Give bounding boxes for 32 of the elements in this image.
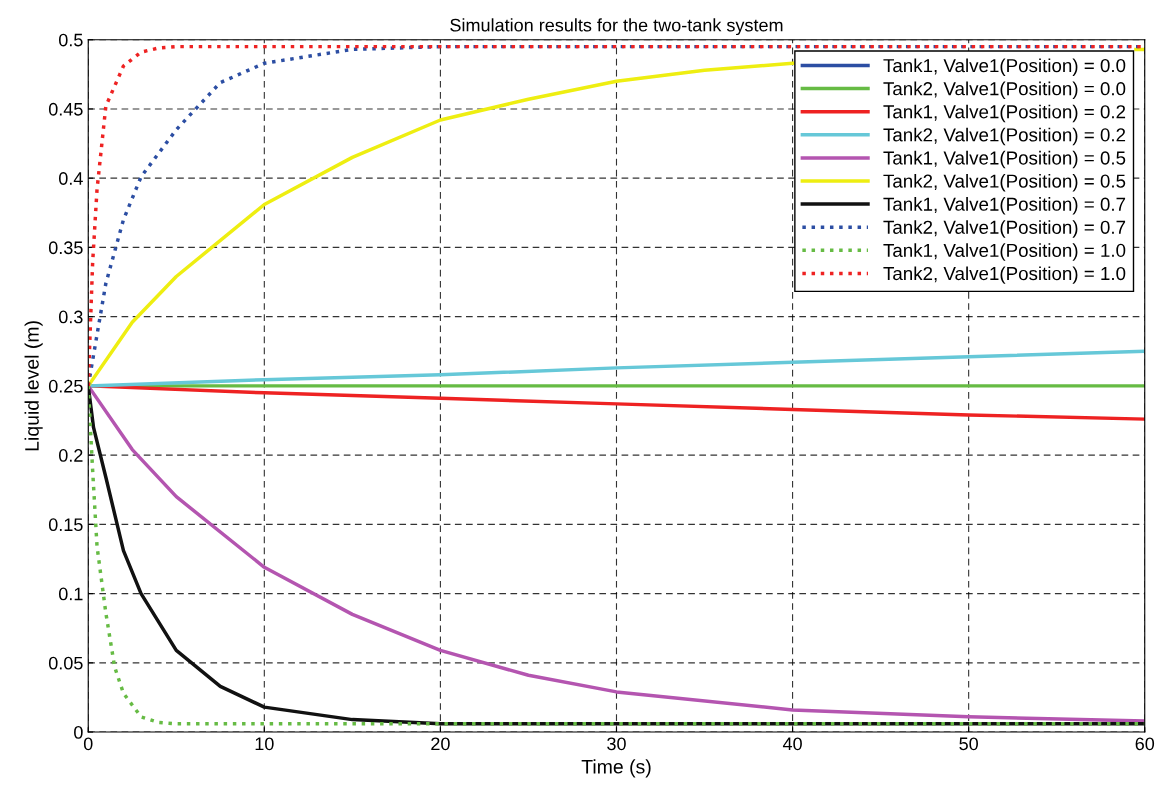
line-series <box>88 349 1145 388</box>
y-tick-label: 0.45 <box>48 102 83 116</box>
legend-label: Tank2, Valve1(Position) = 0.2 <box>883 127 1126 146</box>
y-tick-label: 0.5 <box>58 33 83 47</box>
legend-label: Tank2, Valve1(Position) = 0.7 <box>883 220 1126 238</box>
legend-label: Tank1, Valve1(Position) = 0.5 <box>883 150 1126 169</box>
y-tick-label: 0.25 <box>48 379 83 393</box>
legend-label: Tank1, Valve1(Position) = 0.0 <box>883 58 1126 76</box>
y-tick-label: 0.1 <box>58 587 83 601</box>
y-tick-label: 0.4 <box>58 172 83 185</box>
y-tick-label: 0.3 <box>58 310 83 324</box>
x-tick-label: 10 <box>255 737 274 751</box>
legend-label: Tank1, Valve1(Position) = 1.0 <box>883 243 1126 261</box>
y-tick-label: 0.2 <box>58 449 83 462</box>
legend-label: Tank1, Valve1(Position) = 0.2 <box>883 104 1126 123</box>
x-tick-label: 20 <box>431 737 450 751</box>
legend-label: Tank2, Valve1(Position) = 0.5 <box>883 173 1126 192</box>
x-tick-label: 60 <box>1135 737 1155 751</box>
x-tick-label: 30 <box>607 737 626 751</box>
x-axis-title: Time (s) <box>581 759 651 778</box>
y-tick-label: 0.05 <box>48 656 83 670</box>
legend-label: Tank1, Valve1(Position) = 0.7 <box>883 197 1126 215</box>
legend-label: Tank2, Valve1(Position) = 1.0 <box>883 266 1126 284</box>
y-tick-label: 0.15 <box>48 518 83 532</box>
x-tick-label: 40 <box>782 737 802 751</box>
y-axis-title: Liquid level (m) <box>24 321 43 451</box>
chart-title: Simulation results for the two-tank system <box>450 18 783 36</box>
x-tick-label: 50 <box>959 737 978 751</box>
y-tick-label: 0.35 <box>48 241 83 255</box>
x-tick-label: 0 <box>83 737 93 751</box>
y-tick-label: 0 <box>74 726 83 739</box>
legend-label: Tank2, Valve1(Position) = 0.0 <box>883 81 1126 100</box>
